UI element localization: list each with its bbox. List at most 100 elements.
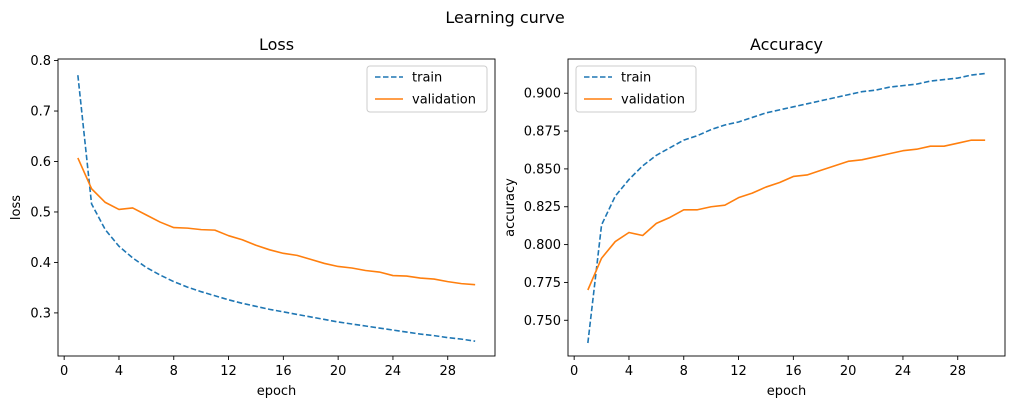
loss-train-data-point [405, 331, 407, 333]
accuracy-validation-data-point [778, 181, 780, 183]
loss-train-data-point [255, 305, 257, 307]
accuracy-validation-data-point [943, 145, 945, 147]
accuracy-x-tick-label: 28 [949, 364, 966, 379]
loss-validation-data-point [419, 277, 421, 279]
accuracy-x-tick-label: 12 [730, 364, 747, 379]
loss-train-data-point [310, 316, 312, 318]
loss-validation-series-line [77, 157, 476, 286]
accuracy-validation-data-point [587, 289, 589, 291]
loss-panel: Loss 0 4 8 12 16 20 24 28 0.3 0.4 0.5 0.6 0.7 0.8 epoch… [9, 35, 496, 399]
accuracy-x-tick-label: 24 [895, 364, 912, 379]
accuracy-train-data-point [710, 128, 712, 130]
loss-train-data-point [474, 340, 476, 342]
loss-train-data-point [159, 274, 161, 276]
loss-train-data-point [118, 245, 120, 247]
accuracy-train-data-point [683, 139, 685, 141]
loss-validation-data-point [392, 274, 394, 276]
loss-y-tick-label: 0.7 [30, 105, 51, 120]
accuracy-x-tick-label: 8 [680, 364, 688, 379]
accuracy-legend-label-train: train [621, 71, 651, 86]
accuracy-validation-data-point [683, 209, 685, 211]
loss-legend-box [366, 65, 488, 113]
loss-train-data-point [173, 280, 175, 282]
loss-train-data-point [447, 336, 449, 338]
loss-validation-data-point [447, 280, 449, 282]
accuracy-y-tick-label: 0.875 [524, 125, 561, 140]
loss-validation-data-point [145, 214, 147, 216]
loss-x-axis-label: epoch [257, 384, 297, 399]
accuracy-validation-data-point [929, 145, 931, 147]
loss-y-tick-label: 0.8 [30, 54, 51, 69]
loss-legend-label-train: train [412, 71, 442, 86]
loss-train-data-point [364, 325, 366, 327]
accuracy-validation-data-point [888, 153, 890, 155]
loss-x-tick-label: 20 [330, 364, 347, 379]
accuracy-train-data-point [970, 74, 972, 76]
accuracy-train-data-point [641, 165, 643, 167]
accuracy-validation-data-point [792, 175, 794, 177]
loss-validation-data-point [173, 226, 175, 228]
accuracy-panel-title: Accuracy [750, 35, 823, 54]
loss-validation-data-point [227, 234, 229, 236]
accuracy-legend-box [575, 65, 697, 113]
accuracy-y-tick-label: 0.800 [524, 238, 561, 253]
loss-validation-data-point [255, 244, 257, 246]
loss-train-data-point [90, 203, 92, 205]
accuracy-x-tick-label: 20 [840, 364, 857, 379]
accuracy-train-data-point [778, 109, 780, 111]
loss-train-data-point [131, 257, 133, 259]
loss-train-data-point [186, 286, 188, 288]
loss-x-tick-label: 12 [220, 364, 237, 379]
accuracy-validation-data-point [669, 216, 671, 218]
accuracy-train-data-point [902, 84, 904, 86]
accuracy-y-tick-label: 0.825 [524, 200, 561, 215]
accuracy-validation-data-point [847, 160, 849, 162]
accuracy-train-data-point [655, 154, 657, 156]
loss-train-data-point [268, 308, 270, 310]
loss-validation-data-point [200, 228, 202, 230]
loss-panel-title: Loss [259, 35, 294, 54]
accuracy-validation-data-point [737, 196, 739, 198]
loss-train-data-point [77, 74, 79, 76]
loss-validation-data-point [474, 283, 476, 285]
loss-validation-data-point [310, 258, 312, 260]
loss-x-tick-label: 24 [385, 364, 402, 379]
loss-validation-data-point [118, 208, 120, 210]
accuracy-train-data-point [874, 89, 876, 91]
accuracy-validation-data-point [874, 156, 876, 158]
accuracy-validation-data-point [806, 174, 808, 176]
accuracy-train-data-point [751, 116, 753, 118]
accuracy-validation-data-point [696, 209, 698, 211]
accuracy-validation-data-point [600, 257, 602, 259]
loss-validation-data-point [77, 157, 79, 159]
accuracy-axes-frame [567, 58, 1006, 357]
accuracy-x-tick-label: 0 [570, 364, 578, 379]
accuracy-validation-data-point [820, 169, 822, 171]
loss-train-data-point [378, 327, 380, 329]
accuracy-train-data-point [600, 224, 602, 226]
loss-train-data-point [323, 318, 325, 320]
loss-train-data-point [241, 302, 243, 304]
loss-train-data-point [433, 334, 435, 336]
accuracy-train-data-point [806, 103, 808, 105]
loss-validation-data-point [405, 275, 407, 277]
accuracy-x-tick-label: 16 [785, 364, 802, 379]
accuracy-validation-data-point [915, 148, 917, 150]
loss-validation-data-point [378, 271, 380, 273]
loss-x-tick-label: 8 [170, 364, 178, 379]
loss-validation-data-point [268, 249, 270, 251]
loss-train-data-point [104, 228, 106, 230]
chart-panels: Loss 0 4 8 12 16 20 24 28 0.3 0.4 0.5 0.6 0.7 0.8 epoch… [9, 35, 1006, 399]
accuracy-train-data-point [915, 83, 917, 85]
accuracy-train-data-point [957, 77, 959, 79]
loss-x-tick-label: 4 [115, 364, 123, 379]
loss-validation-data-point [104, 201, 106, 203]
loss-validation-data-point [131, 207, 133, 209]
loss-x-tick-label: 0 [60, 364, 68, 379]
accuracy-y-tick-label: 0.750 [524, 314, 561, 329]
accuracy-validation-data-point [710, 206, 712, 208]
accuracy-train-series-line [587, 72, 986, 344]
accuracy-validation-data-point [614, 240, 616, 242]
loss-legend-label-validation: validation [412, 93, 476, 108]
accuracy-validation-data-point [861, 159, 863, 161]
